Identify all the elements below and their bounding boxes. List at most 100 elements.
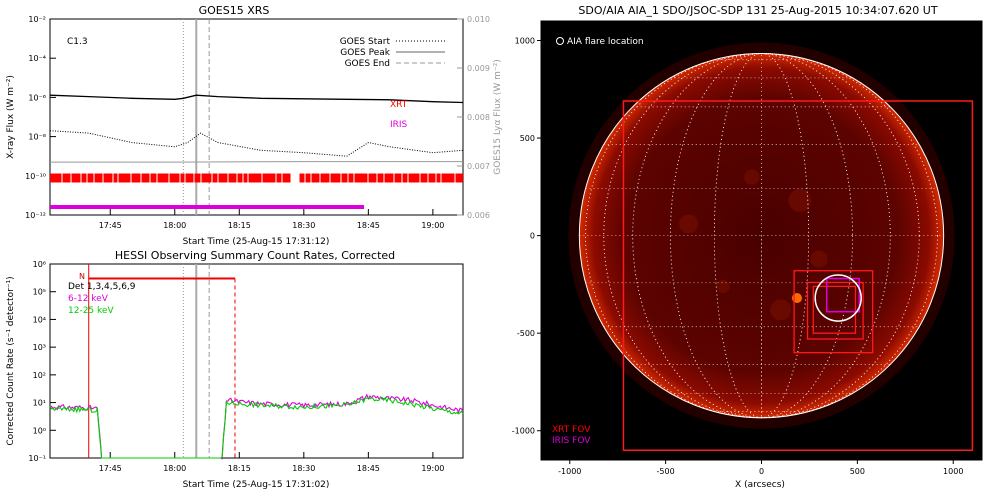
goes-coverage-xrt (299, 173, 463, 183)
hessi-legend-det: Det 1,3,4,5,6,9 (68, 282, 136, 292)
hessi-flag-label: N (79, 272, 85, 281)
hessi-y-tick-label: 10² (33, 371, 46, 380)
solar-limb (578, 52, 945, 419)
aia-title: SDO/AIA AIA_1 SDO/JSOC-SDP 131 25-Aug-20… (578, 4, 937, 17)
hessi-legend-low: 6-12 keV (68, 294, 109, 304)
goes-xlabel: Start Time (25-Aug-15 17:31:12) (183, 237, 330, 247)
goes-panel: GOES15 XRS C1.3 10⁻² 10⁻⁴ 10⁻⁶ 10⁻⁸ 10⁻¹⁰ 10⁻… (6, 4, 503, 247)
goes-class-label: C1.3 (67, 37, 88, 47)
iris-fov-box (825, 277, 861, 313)
aia-x-tick-label: -1000 (558, 467, 581, 476)
goes-x-tick-label: 18:45 (357, 221, 380, 230)
xrt-fov-box (793, 270, 874, 354)
goes-x-tick-label: 18:30 (292, 221, 315, 230)
goes-legend-peak: GOES Peak (340, 48, 390, 58)
aia-ticks: -1000 -1000 -500 -500 0 0 500 500 1000 1000 (512, 37, 964, 476)
goes-y2-tick-label: 0.006 (467, 211, 490, 220)
hessi-x-tick-label: 18:30 (292, 464, 315, 473)
goes-y2-tick-label: 0.009 (467, 64, 490, 73)
goes-legend: GOES Start GOES Peak GOES End (340, 37, 445, 69)
goes-ylabel: X-ray Flux (W m⁻²) (6, 75, 16, 159)
aia-x-tick-label: 0 (759, 467, 764, 476)
hessi-y-tick-label: 10¹ (33, 399, 46, 408)
hessi-series-line (49, 396, 464, 459)
goes-y-tick-label: 10⁻⁸ (28, 133, 46, 142)
goes-y2-tick-label: 0.010 (467, 15, 490, 24)
active-region (810, 250, 828, 268)
goes-y-tick-label: 10⁻² (28, 15, 46, 24)
hessi-x-tick-label: 17:45 (99, 464, 122, 473)
active-region (679, 214, 699, 234)
active-region (744, 169, 760, 185)
goes-y-tick-label: 10⁻⁶ (28, 93, 46, 102)
hessi-xlabel: Start Time (25-Aug-15 17:31:02) (183, 480, 330, 490)
aia-xlabel: X (arcsecs) (735, 480, 785, 490)
aia-x-tick-label: 1000 (943, 467, 963, 476)
aia-x-tick-label: -500 (657, 467, 675, 476)
goes-y2label: GOES15 Lyα Flux (W m⁻²) (493, 59, 503, 175)
aia-content (568, 42, 974, 451)
goes-event-markers (182, 19, 210, 215)
aia-iris-fov-label: IRIS FOV (552, 436, 591, 446)
goes-y-tick-label: 10⁻¹² (25, 211, 46, 220)
aia-y-tick-label: 0 (530, 232, 535, 241)
aia-flare-legend-label: AIA flare location (567, 37, 644, 47)
hessi-y-tick-label: 10⁵ (33, 288, 46, 297)
longitude-line (632, 53, 891, 419)
hessi-event-markers (88, 264, 236, 458)
goes-x-tick-label: 18:15 (228, 221, 251, 230)
heliographic-grid (579, 53, 944, 419)
hessi-panel: HESSI Observing Summary Count Rates, Cor… (6, 249, 464, 490)
hessi-frame (49, 263, 464, 459)
hessi-legend-high: 12-25 keV (68, 306, 114, 316)
goes-y-tick-label: 10⁻⁴ (28, 54, 46, 63)
aia-xrt-fov-label: XRT FOV (552, 425, 591, 435)
xrt-fov-box (812, 285, 857, 334)
aia-x-tick-label: 500 (850, 467, 865, 476)
active-region (770, 299, 792, 321)
hessi-series (49, 393, 464, 460)
goes-xrt-label: XRT (390, 100, 408, 110)
longitude-line (603, 53, 920, 419)
goes-y2-tick-label: 0.007 (467, 162, 490, 171)
hessi-title: HESSI Observing Summary Count Rates, Cor… (115, 249, 395, 262)
hessi-y-tick-label: 10³ (33, 343, 46, 352)
longitude-line (585, 53, 938, 419)
goes-x-tick-label: 18:00 (163, 221, 186, 230)
aia-panel: SDO/AIA AIA_1 SDO/JSOC-SDP 131 25-Aug-20… (512, 4, 983, 490)
active-region (788, 188, 812, 213)
hessi-y-tick-label: 10⁴ (33, 315, 46, 324)
aia-image (540, 20, 983, 461)
goes-coverage-iris (50, 205, 365, 209)
hessi-x-tick-label: 19:00 (421, 464, 444, 473)
hessi-y-ticks: 10⁶ 10⁵ 10⁴ 10³ 10² 10¹ 10⁰ 10⁻¹ (28, 260, 56, 463)
xrt-fov-box (622, 100, 974, 451)
xrt-fov-box (806, 281, 864, 340)
goes-frame (49, 18, 464, 216)
hessi-x-tick-label: 18:15 (228, 464, 251, 473)
goes-coverage-xrt (50, 173, 291, 183)
hessi-y-tick-label: 10⁰ (33, 426, 46, 435)
goes-coverage-bars (50, 173, 463, 209)
aia-y-tick-label: 500 (520, 134, 535, 143)
goes-series-line (50, 161, 463, 163)
goes-legend-end: GOES End (345, 59, 390, 69)
hessi-x-tick-label: 18:45 (357, 464, 380, 473)
aia-flare-legend: AIA flare location (556, 37, 644, 47)
goes-title: GOES15 XRS (199, 4, 270, 17)
hessi-y-tick-label: 10⁻¹ (28, 454, 46, 463)
aia-flare-legend-symbol (556, 37, 564, 45)
goes-series-line (49, 130, 464, 157)
goes-y-tick-label: 10⁻¹⁰ (25, 172, 46, 181)
goes-iris-label: IRIS (390, 120, 408, 130)
goes-series (49, 94, 464, 163)
aia-y-tick-label: -500 (517, 329, 535, 338)
longitude-line (713, 53, 810, 419)
goes-x-tick-label: 19:00 (421, 221, 444, 230)
hessi-y-tick-label: 10⁶ (33, 260, 46, 269)
active-region (716, 279, 730, 294)
aia-flare-marker (814, 274, 862, 322)
goes-y2-tick-label: 0.008 (467, 113, 490, 122)
aia-y-tick-label: 1000 (515, 37, 535, 46)
